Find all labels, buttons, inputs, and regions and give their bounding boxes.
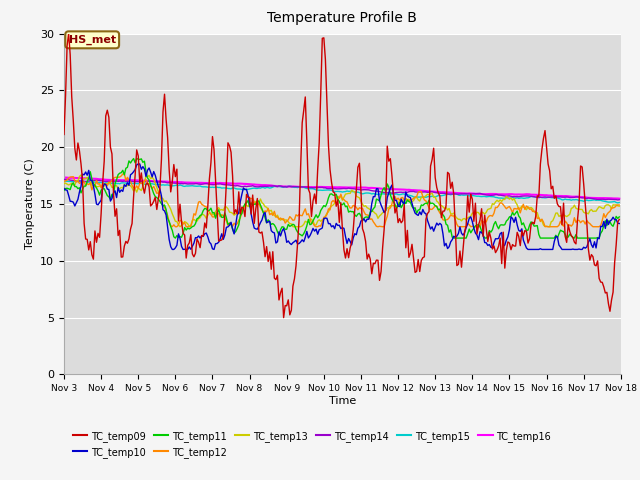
TC_temp15: [246, 186, 253, 192]
TC_temp09: [246, 194, 253, 200]
TC_temp09: [616, 216, 623, 222]
TC_temp16: [244, 181, 252, 187]
Line: TC_temp16: TC_temp16: [64, 178, 620, 199]
TC_temp11: [130, 156, 138, 161]
TC_temp09: [60, 132, 68, 137]
TC_temp09: [588, 252, 595, 257]
TC_temp09: [227, 149, 235, 155]
TC_temp16: [226, 180, 234, 186]
TC_temp15: [616, 200, 623, 205]
TC_temp16: [584, 195, 592, 201]
TC_temp14: [61, 177, 69, 182]
Title: Temperature Profile B: Temperature Profile B: [268, 12, 417, 25]
TC_temp13: [130, 188, 138, 194]
Y-axis label: Temperature (C): Temperature (C): [24, 158, 35, 250]
TC_temp14: [130, 179, 138, 184]
TC_temp11: [306, 222, 314, 228]
TC_temp15: [130, 180, 138, 186]
TC_temp12: [228, 224, 236, 229]
TC_temp09: [65, 31, 72, 36]
TC_temp10: [228, 226, 236, 232]
Line: TC_temp13: TC_temp13: [64, 175, 620, 227]
TC_temp13: [227, 210, 235, 216]
TC_temp12: [306, 215, 314, 221]
TC_temp12: [120, 170, 128, 176]
TC_temp14: [60, 177, 68, 182]
TC_temp14: [616, 197, 623, 203]
TC_temp16: [303, 184, 310, 190]
TC_temp10: [247, 211, 255, 217]
TC_temp16: [60, 175, 68, 180]
TC_temp12: [588, 223, 595, 228]
Text: HS_met: HS_met: [68, 35, 116, 45]
TC_temp09: [255, 229, 263, 235]
TC_temp14: [255, 184, 263, 190]
TC_temp14: [586, 195, 594, 201]
TC_temp13: [77, 172, 85, 178]
Line: TC_temp15: TC_temp15: [64, 181, 620, 203]
TC_temp11: [172, 235, 179, 241]
TC_temp09: [130, 193, 138, 199]
Line: TC_temp11: TC_temp11: [64, 158, 620, 238]
TC_temp10: [616, 221, 623, 227]
TC_temp13: [306, 216, 314, 222]
TC_temp13: [588, 207, 595, 213]
TC_temp15: [305, 186, 312, 192]
TC_temp13: [246, 202, 253, 207]
TC_temp10: [128, 171, 136, 177]
TC_temp11: [588, 235, 595, 241]
TC_temp12: [257, 204, 264, 210]
TC_temp09: [280, 315, 287, 321]
Line: TC_temp10: TC_temp10: [64, 164, 620, 250]
TC_temp12: [247, 196, 255, 202]
TC_temp14: [305, 184, 312, 190]
TC_temp11: [247, 200, 255, 206]
TC_temp14: [227, 182, 235, 188]
TC_temp10: [306, 233, 314, 239]
Line: TC_temp09: TC_temp09: [64, 34, 620, 318]
TC_temp11: [60, 188, 68, 193]
TC_temp16: [128, 177, 136, 183]
TC_temp15: [255, 185, 263, 191]
TC_temp12: [168, 224, 176, 229]
TC_temp12: [616, 202, 623, 208]
TC_temp13: [255, 200, 263, 206]
TC_temp09: [306, 191, 314, 196]
TC_temp15: [60, 179, 68, 184]
TC_temp11: [228, 226, 236, 231]
TC_temp13: [60, 181, 68, 187]
TC_temp12: [60, 179, 68, 184]
TC_temp16: [616, 196, 623, 202]
TC_temp12: [130, 185, 138, 191]
Line: TC_temp12: TC_temp12: [64, 173, 620, 227]
Legend: TC_temp09, TC_temp10, TC_temp11, TC_temp12, TC_temp13, TC_temp14, TC_temp15, TC_: TC_temp09, TC_temp10, TC_temp11, TC_temp…: [69, 427, 555, 461]
TC_temp15: [77, 178, 85, 184]
TC_temp11: [257, 202, 264, 208]
TC_temp13: [616, 204, 623, 209]
TC_temp14: [614, 197, 621, 203]
TC_temp10: [60, 186, 68, 192]
TC_temp14: [246, 183, 253, 189]
TC_temp15: [586, 198, 594, 204]
TC_temp11: [616, 214, 623, 220]
TC_temp10: [257, 220, 264, 226]
TC_temp15: [227, 186, 235, 192]
TC_temp10: [588, 242, 595, 248]
TC_temp13: [289, 224, 297, 229]
TC_temp10: [134, 161, 142, 167]
TC_temp10: [168, 247, 176, 252]
Line: TC_temp14: TC_temp14: [64, 180, 620, 200]
TC_temp11: [128, 157, 136, 163]
X-axis label: Time: Time: [329, 396, 356, 406]
TC_temp16: [253, 182, 261, 188]
TC_temp15: [614, 200, 621, 206]
